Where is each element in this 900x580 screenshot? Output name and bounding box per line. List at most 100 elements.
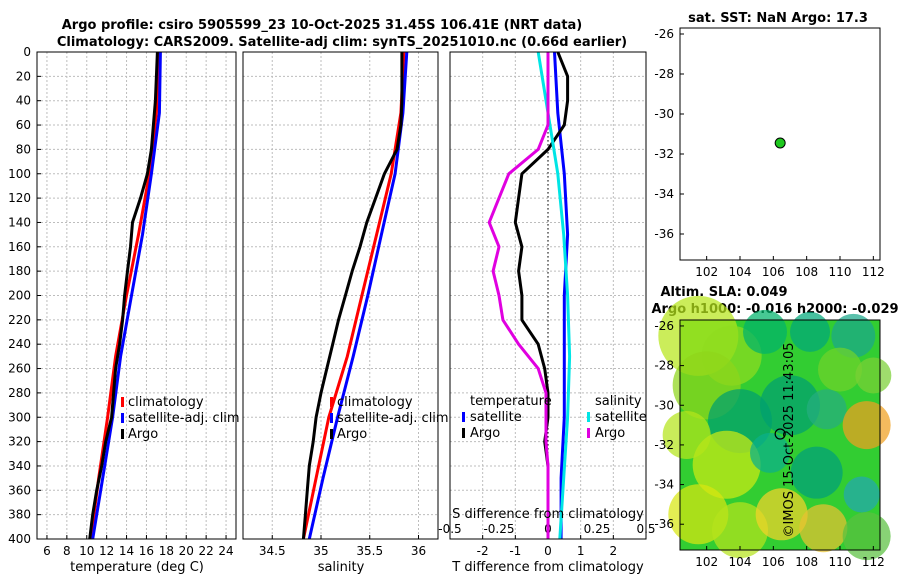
title-line-2: Climatology: CARS2009. Satellite-adj cli… (57, 35, 627, 50)
sla-anomaly-blob (831, 313, 876, 358)
axes-frame (36, 51, 237, 540)
x-tick-label: 108 (795, 265, 818, 279)
y-tick-label: -30 (654, 398, 674, 412)
temperature-legend: climatology satellite-adj. clim Argo (121, 395, 240, 442)
series-line-s-satellite (536, 51, 572, 540)
legend-label-s-satellite: satellite (595, 410, 647, 425)
y-tick-label: -34 (654, 478, 674, 492)
legend-swatch-argo (330, 429, 333, 439)
y-tick-label: 220 (8, 313, 31, 327)
series-line-argo (301, 52, 404, 540)
legend-label-argo: Argo (337, 427, 367, 442)
y-tick-label: 180 (8, 264, 31, 278)
legend-swatch-t-satellite (462, 412, 465, 422)
sla-anomaly-blob (692, 430, 761, 499)
temperature-xlabel: temperature (deg C) (70, 560, 204, 575)
y-tick-label: 360 (8, 483, 31, 497)
y-tick-label: -32 (654, 147, 674, 161)
legend-label-s-argo: Argo (595, 426, 625, 441)
sst-map-title: sat. SST: NaN Argo: 17.3 (688, 11, 868, 26)
legend-label-climatology: climatology (128, 395, 204, 410)
legend-swatch-s-argo (587, 428, 590, 438)
y-tick-label: 320 (8, 435, 31, 449)
x-tick-label: 35.5 (356, 544, 383, 558)
x-tick-label: 106 (762, 265, 785, 279)
axes-frame (242, 51, 439, 540)
legend-swatch-t-argo (462, 428, 465, 438)
map-frame (679, 319, 881, 551)
sla-anomaly-blob (790, 446, 843, 499)
y-tick-label: -28 (654, 359, 674, 373)
x-tick-label: 102 (695, 265, 718, 279)
sla-anomaly-blob (712, 502, 768, 559)
sla-anomaly-blob (760, 375, 820, 436)
y-tick-label: 340 (8, 459, 31, 473)
legend-label-t-argo: Argo (470, 426, 500, 441)
x-tick-label: 12 (99, 544, 114, 558)
legend-swatch-climatology (330, 397, 333, 407)
y-tick-label: 60 (16, 118, 31, 132)
y-tick-label: -34 (654, 187, 674, 201)
series-line-s-argo (487, 52, 550, 539)
legend-swatch-satellite (121, 413, 124, 423)
x-tick-label: 110 (829, 265, 852, 279)
x-tick-label: 112 (862, 265, 885, 279)
legend-label-satellite: satellite-adj. clim (337, 411, 449, 426)
y-tick-label: 160 (8, 240, 31, 254)
x-tick-label: 8 (63, 544, 71, 558)
x-tick-label: 16 (139, 544, 154, 558)
sla-anomaly-blob (806, 389, 847, 430)
temperature-panel: 6 8 10 12 14 16 18 20 22 240204060801001201401601… (8, 45, 237, 558)
legend-title-salinity: salinity (595, 394, 642, 409)
x-tick-label: 110 (829, 555, 852, 569)
y-tick-label: -36 (654, 517, 674, 531)
legend-swatch-satellite (330, 413, 333, 423)
y-tick-label: -30 (654, 107, 674, 121)
y-tick-label: -26 (654, 319, 674, 333)
legend-label-satellite: satellite-adj. clim (128, 411, 240, 426)
x-tick-label: 22 (199, 544, 214, 558)
legend-swatch-s-satellite (587, 412, 590, 422)
y-tick-label: 20 (16, 69, 31, 83)
y-tick-label: 280 (8, 386, 31, 400)
sla-anomaly-blob (799, 504, 848, 553)
t-difference-xlabel: T difference from climatology (451, 560, 644, 575)
y-tick-label: 260 (8, 362, 31, 376)
title-line-1: Argo profile: csiro 5905599_23 10-Oct-20… (62, 18, 583, 33)
salinity-legend: climatology satellite-adj. clim Argo (330, 395, 449, 442)
sla-map: 102 104 106 108 110 112 -26 -28 -30 -32 -34 -36 (654, 295, 892, 569)
sla-anomaly-blob (842, 512, 891, 561)
x-tick-label: 112 (862, 555, 885, 569)
x-tick-label: 20 (179, 544, 194, 558)
series-line-climatology (301, 51, 406, 540)
salinity-xlabel: salinity (318, 560, 365, 575)
x-tick-label: 2 (610, 544, 618, 558)
y-tick-label: 140 (8, 215, 31, 229)
s-tick-label: -0.25 (483, 522, 514, 536)
y-tick-label: 380 (8, 508, 31, 522)
legend-swatch-argo (121, 429, 124, 439)
x-tick-label: 18 (159, 544, 174, 558)
legend-title-temperature: temperature (470, 394, 552, 409)
y-tick-label: 400 (8, 532, 31, 546)
x-tick-label: 104 (729, 265, 752, 279)
x-tick-label: 6 (43, 544, 51, 558)
sla-anomaly-blob (743, 309, 787, 354)
axes-frame (449, 51, 647, 540)
x-tick-label: 14 (119, 544, 134, 558)
x-tick-label: -1 (509, 544, 521, 558)
legend-label-t-satellite: satellite (470, 410, 522, 425)
y-tick-label: 40 (16, 94, 31, 108)
x-tick-label: 24 (218, 544, 233, 558)
legend-swatch-climatology (121, 397, 124, 407)
copyright: ©IMOS 15-Oct-2025 11:43:05 (782, 342, 797, 537)
sst-map: 102 104 106 108 110 112 -26 -28 -30 -32 -34 -36 (654, 27, 884, 279)
x-tick-label: 36 (411, 544, 426, 558)
sla-anomaly-blob (790, 311, 830, 352)
sla-anomaly-blob (818, 347, 862, 392)
x-tick-label: 108 (795, 555, 818, 569)
difference-legend: temperature satellite Argo salinity sate… (462, 394, 647, 441)
y-tick-label: 300 (8, 410, 31, 424)
sla-anomaly-blob (750, 432, 790, 473)
x-tick-label: 106 (762, 555, 785, 569)
